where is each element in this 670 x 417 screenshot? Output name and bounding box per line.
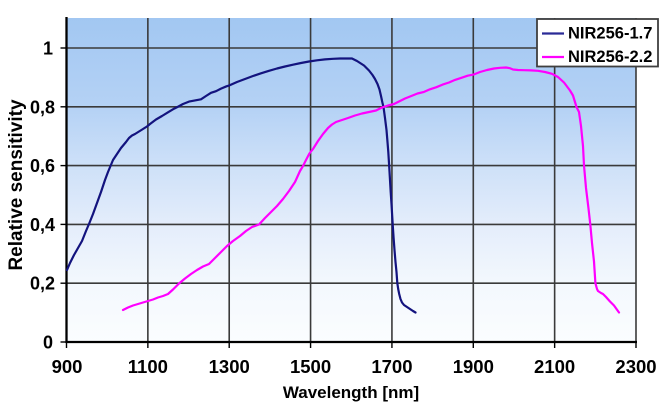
- svg-text:0,6: 0,6: [30, 156, 55, 176]
- svg-text:900: 900: [52, 356, 83, 377]
- svg-text:Relative sensitivity: Relative sensitivity: [6, 99, 27, 271]
- svg-text:1500: 1500: [290, 356, 331, 377]
- svg-text:1: 1: [43, 39, 53, 59]
- svg-text:NIR256-1.7: NIR256-1.7: [568, 25, 652, 43]
- svg-text:1700: 1700: [371, 356, 412, 377]
- svg-text:2300: 2300: [615, 356, 656, 377]
- svg-text:0,8: 0,8: [30, 97, 55, 117]
- svg-text:1300: 1300: [209, 356, 250, 377]
- svg-text:1900: 1900: [453, 356, 494, 377]
- svg-text:0,4: 0,4: [30, 215, 55, 235]
- svg-text:2100: 2100: [534, 356, 575, 377]
- svg-text:0: 0: [43, 333, 53, 353]
- svg-text:NIR256-2.2: NIR256-2.2: [568, 48, 652, 66]
- svg-text:Wavelength [nm]: Wavelength [nm]: [283, 383, 419, 402]
- svg-text:1100: 1100: [128, 356, 168, 377]
- svg-text:0,2: 0,2: [30, 274, 55, 294]
